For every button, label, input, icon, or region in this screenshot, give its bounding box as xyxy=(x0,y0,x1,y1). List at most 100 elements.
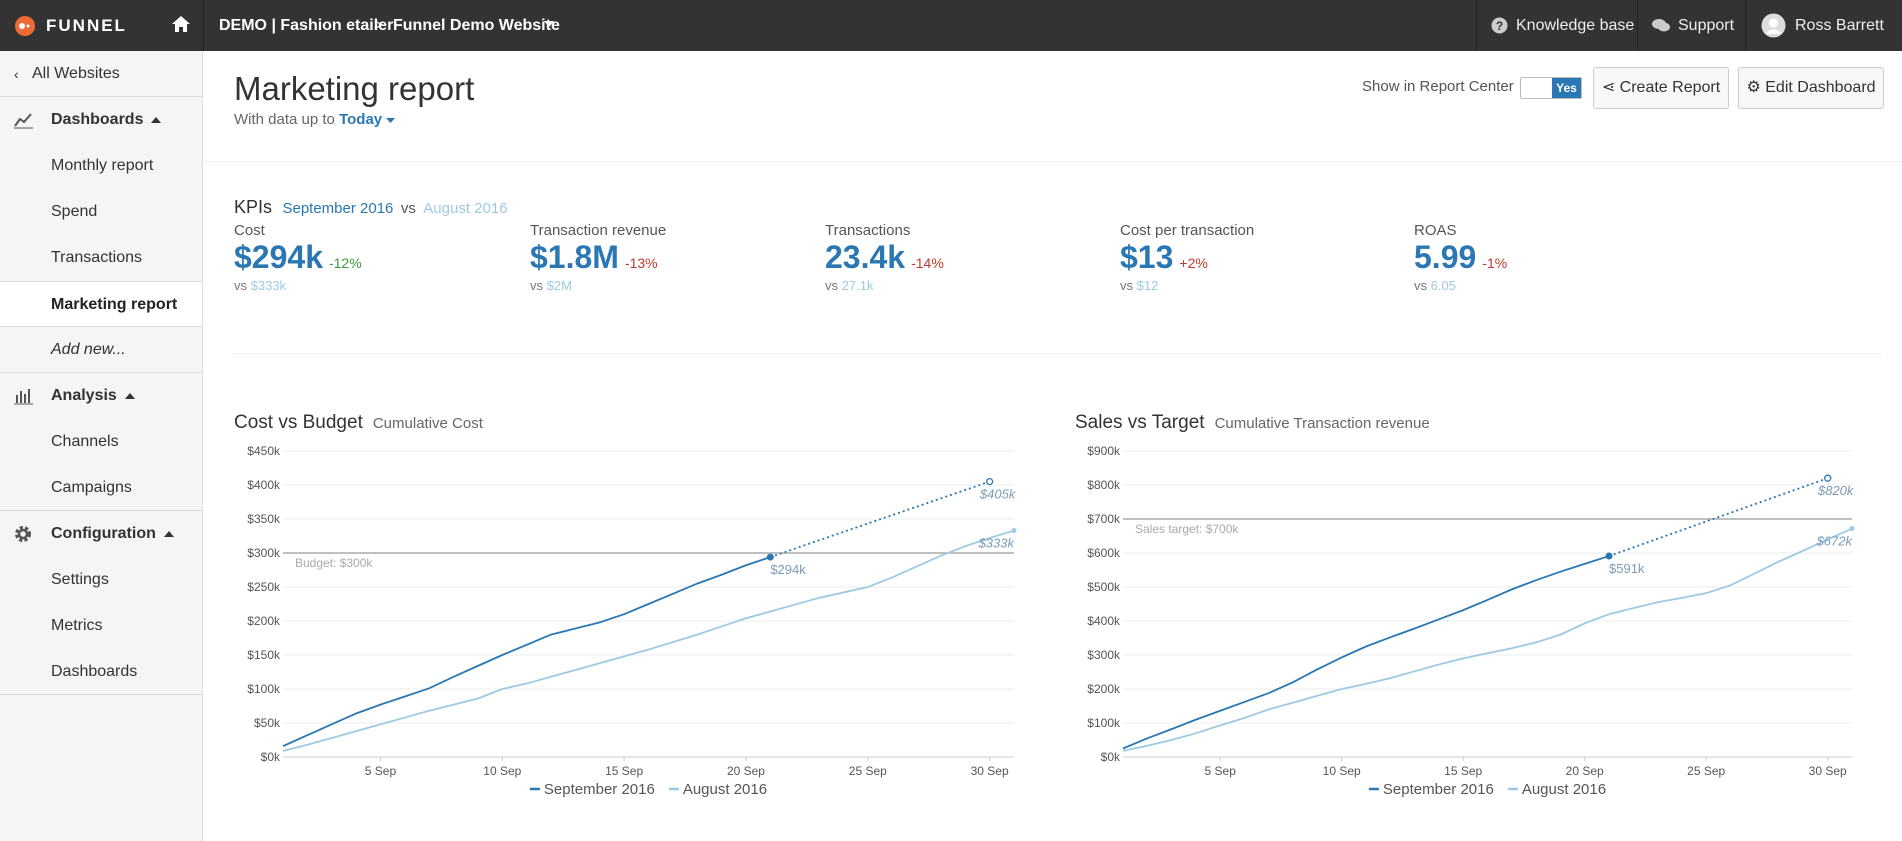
forecast-line xyxy=(770,480,990,558)
nav-group[interactable]: Analysis xyxy=(0,373,202,419)
caret[interactable] xyxy=(544,21,554,29)
kpi-period[interactable]: September 2016 xyxy=(282,200,394,217)
x-tick-label: 25 Sep xyxy=(1687,764,1725,778)
x-tick-label: 15 Sep xyxy=(1444,764,1482,778)
nav-item[interactable]: Monthly report xyxy=(51,157,154,174)
support-icon[interactable] xyxy=(1651,17,1671,34)
account[interactable]: DEMO | Fashion etailer xyxy=(219,17,394,34)
back-label[interactable]: All Websites xyxy=(32,65,120,82)
kpi: Cost $294k -12% vs $333k xyxy=(234,222,362,293)
y-tick-label: $0k xyxy=(1101,750,1121,764)
y-tick-label: $250k xyxy=(247,580,281,594)
nav-item[interactable]: Dashboards xyxy=(0,649,202,695)
kpi-name: ROAS xyxy=(1414,222,1457,239)
point xyxy=(766,553,774,561)
y-tick-label: $100k xyxy=(1087,716,1121,730)
caret[interactable] xyxy=(386,118,396,124)
toggle[interactable]: Yes xyxy=(1520,77,1582,99)
y-tick-label: $0k xyxy=(261,750,281,764)
kpi-previous-row: vs $12 xyxy=(1120,278,1254,293)
create-report-button[interactable]: ⋖ Create Report xyxy=(1593,67,1729,109)
x-tick-label: 30 Sep xyxy=(971,764,1009,778)
group-icon xyxy=(14,389,33,405)
y-tick-label: $100k xyxy=(247,682,281,696)
kpi-previous: $333k xyxy=(250,278,287,293)
data-up-to: With data up to xyxy=(234,111,335,128)
group-label[interactable]: Configuration xyxy=(51,525,156,542)
legend-label: August 2016 xyxy=(1522,781,1606,798)
nav-item[interactable]: Campaigns xyxy=(0,465,202,511)
point xyxy=(1824,474,1832,482)
group-label[interactable]: Dashboards xyxy=(51,111,144,128)
avatar[interactable] xyxy=(1761,13,1786,38)
kpi-value-row: $13 +2% xyxy=(1120,239,1254,276)
x-tick-label: 20 Sep xyxy=(727,764,765,778)
series-line xyxy=(282,556,771,747)
annotation-label: $294k xyxy=(770,562,806,577)
home-icon[interactable] xyxy=(171,15,191,33)
kpi-value: 5.99 xyxy=(1414,239,1477,275)
kpi-value-row: $1.8M -13% xyxy=(530,239,666,276)
series-line xyxy=(1122,527,1853,752)
kpi-compare[interactable]: August 2016 xyxy=(423,200,508,217)
kpi-change: -1% xyxy=(1482,255,1508,271)
chart-title: Cost vs Budget xyxy=(234,412,364,433)
nav-link[interactable]: Knowledge base xyxy=(1516,17,1635,34)
nav-item[interactable]: Spend xyxy=(51,203,98,220)
kpi-value-row: 5.99 -1% xyxy=(1414,239,1507,276)
legend-label: August 2016 xyxy=(683,781,767,798)
kpi-change: -13% xyxy=(624,255,658,271)
chart-title: Sales vs Target xyxy=(1075,412,1205,433)
button-label[interactable]: Create Report xyxy=(1619,79,1721,96)
nav-item[interactable]: Channels xyxy=(51,433,119,450)
annotation-label: $820k xyxy=(1817,483,1855,498)
nav-group[interactable]: Configuration xyxy=(0,511,202,557)
button-label[interactable]: Edit Dashboard xyxy=(1765,79,1876,96)
nav-item[interactable]: Transactions xyxy=(51,249,142,266)
point xyxy=(985,477,994,486)
edit-dashboard-button[interactable]: ⚙ Edit Dashboard xyxy=(1738,67,1884,109)
y-tick-label: $300k xyxy=(247,546,281,560)
kpi-name: Transaction revenue xyxy=(530,222,667,239)
x-tick-label: 10 Sep xyxy=(483,764,521,778)
date-picker[interactable]: Today xyxy=(339,111,383,128)
brand[interactable]: FUNNEL xyxy=(46,16,127,35)
kpi-value: $1.8M xyxy=(530,239,619,275)
toggle-on[interactable]: Yes xyxy=(1552,78,1581,98)
y-tick-label: $500k xyxy=(1087,580,1121,594)
user-name[interactable]: Ross Barrett xyxy=(1795,17,1884,34)
back-link[interactable]: ‹ All Websites xyxy=(0,51,202,97)
annotation-label: $672k xyxy=(1816,534,1854,549)
logo-icon xyxy=(15,16,35,36)
kpi-vs: vs xyxy=(400,200,416,217)
website[interactable]: Funnel Demo Website xyxy=(393,17,560,34)
y-tick-label: $300k xyxy=(1087,648,1121,662)
point xyxy=(1849,526,1855,532)
nav-item[interactable]: Add new... xyxy=(0,327,202,373)
kpi-value-row: 23.4k -14% xyxy=(825,239,944,276)
kpi-change: -14% xyxy=(911,255,944,271)
nav-item[interactable]: Marketing report xyxy=(0,281,202,327)
y-tick-label: $150k xyxy=(247,648,281,662)
kpi-vs: vs xyxy=(825,278,838,293)
help-icon[interactable]: ? xyxy=(1491,17,1508,34)
svg-text:?: ? xyxy=(1496,19,1503,33)
caret xyxy=(124,393,135,399)
reference-label: Budget: $300k xyxy=(295,556,373,570)
chart-subtitle: Cumulative Cost xyxy=(373,415,484,432)
x-tick-label: 5 Sep xyxy=(1205,764,1237,778)
y-tick-label: $600k xyxy=(1087,546,1121,560)
kpi-vs: vs xyxy=(1414,278,1427,293)
group-icon xyxy=(15,526,31,542)
kpi-header: KPIs September 2016 vs August 2016 xyxy=(234,197,508,218)
kpi-value-row: $294k -12% xyxy=(234,239,362,276)
nav-link[interactable]: Support xyxy=(1678,17,1735,34)
group-label[interactable]: Analysis xyxy=(51,387,117,404)
reference-label: Sales target: $700k xyxy=(1135,522,1239,536)
nav-group[interactable]: Dashboards xyxy=(0,97,202,143)
x-tick-label: 15 Sep xyxy=(605,764,643,778)
top-bar: FUNNEL DEMO | Fashion etailer > Funnel D… xyxy=(0,0,1902,51)
nav-item[interactable]: Settings xyxy=(51,571,109,588)
nav-item[interactable]: Metrics xyxy=(51,617,103,634)
